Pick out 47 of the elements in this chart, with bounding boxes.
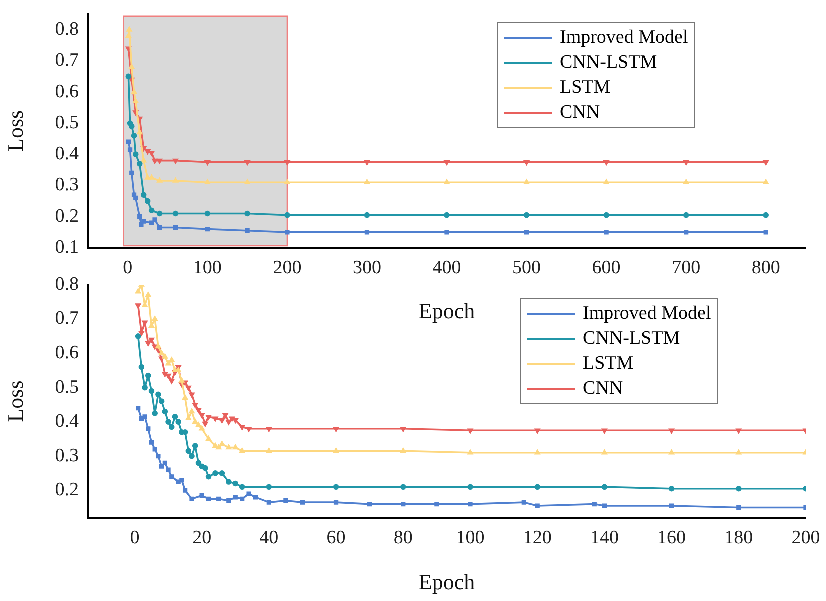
legend-label: LSTM bbox=[560, 76, 611, 100]
y-axis-title: Loss bbox=[2, 110, 28, 152]
y-tick-label: 0.6 bbox=[55, 81, 79, 102]
x-axis-title: Epoch bbox=[418, 570, 476, 595]
x-tick-label: 800 bbox=[752, 257, 780, 278]
x-tick-label: 120 bbox=[523, 527, 552, 548]
x-axis-title: Epoch bbox=[418, 298, 476, 324]
x-tick-label: 60 bbox=[326, 527, 346, 548]
y-axis-title: Loss bbox=[2, 380, 28, 422]
x-tick-label: 140 bbox=[590, 527, 619, 548]
x-tick-label: 100 bbox=[193, 257, 222, 278]
x-tick-label: 400 bbox=[432, 257, 462, 278]
legend-label: CNN-LSTM bbox=[583, 327, 680, 351]
x-tick-label: 40 bbox=[260, 527, 279, 548]
x-tick-label: 180 bbox=[724, 527, 754, 548]
y-tick-label: 0.4 bbox=[55, 144, 80, 165]
y-tick-label: 0.3 bbox=[55, 445, 79, 466]
y-tick-label: 0.2 bbox=[55, 206, 79, 227]
x-tick-label: 0 bbox=[130, 527, 140, 548]
legend-label: LSTM bbox=[583, 352, 634, 376]
x-tick-label: 200 bbox=[792, 527, 820, 548]
legend-label: Improved Model bbox=[583, 302, 712, 326]
x-tick-label: 300 bbox=[352, 257, 382, 278]
y-tick-label: 0.8 bbox=[55, 18, 79, 40]
y-tick-label: 0.7 bbox=[55, 50, 79, 72]
y-tick-label: 0.1 bbox=[55, 236, 79, 258]
x-tick-label: 700 bbox=[672, 257, 701, 278]
y-tick-label: 0.5 bbox=[55, 376, 79, 398]
legend-label: CNN-LSTM bbox=[560, 51, 658, 75]
x-tick-label: 80 bbox=[394, 527, 413, 548]
y-tick-label: 0.5 bbox=[55, 112, 79, 134]
x-tick-label: 500 bbox=[512, 257, 542, 278]
legend-label: Improved Model bbox=[560, 26, 688, 50]
y-tick-label: 0.7 bbox=[55, 308, 79, 330]
x-tick-label: 20 bbox=[192, 527, 212, 548]
y-tick-label: 0.2 bbox=[55, 480, 79, 501]
x-tick-label: 200 bbox=[273, 257, 302, 278]
y-tick-label: 0.8 bbox=[55, 274, 79, 295]
x-tick-label: 100 bbox=[456, 527, 485, 548]
legend-label: CNN bbox=[583, 377, 624, 401]
x-tick-label: 160 bbox=[658, 527, 686, 548]
x-tick-label: 0 bbox=[123, 257, 133, 278]
y-tick-label: 0.3 bbox=[55, 174, 79, 196]
legend-label: CNN bbox=[560, 101, 600, 125]
y-tick-label: 0.6 bbox=[55, 342, 79, 364]
x-tick-label: 600 bbox=[592, 257, 621, 278]
y-tick-label: 0.4 bbox=[55, 411, 80, 432]
